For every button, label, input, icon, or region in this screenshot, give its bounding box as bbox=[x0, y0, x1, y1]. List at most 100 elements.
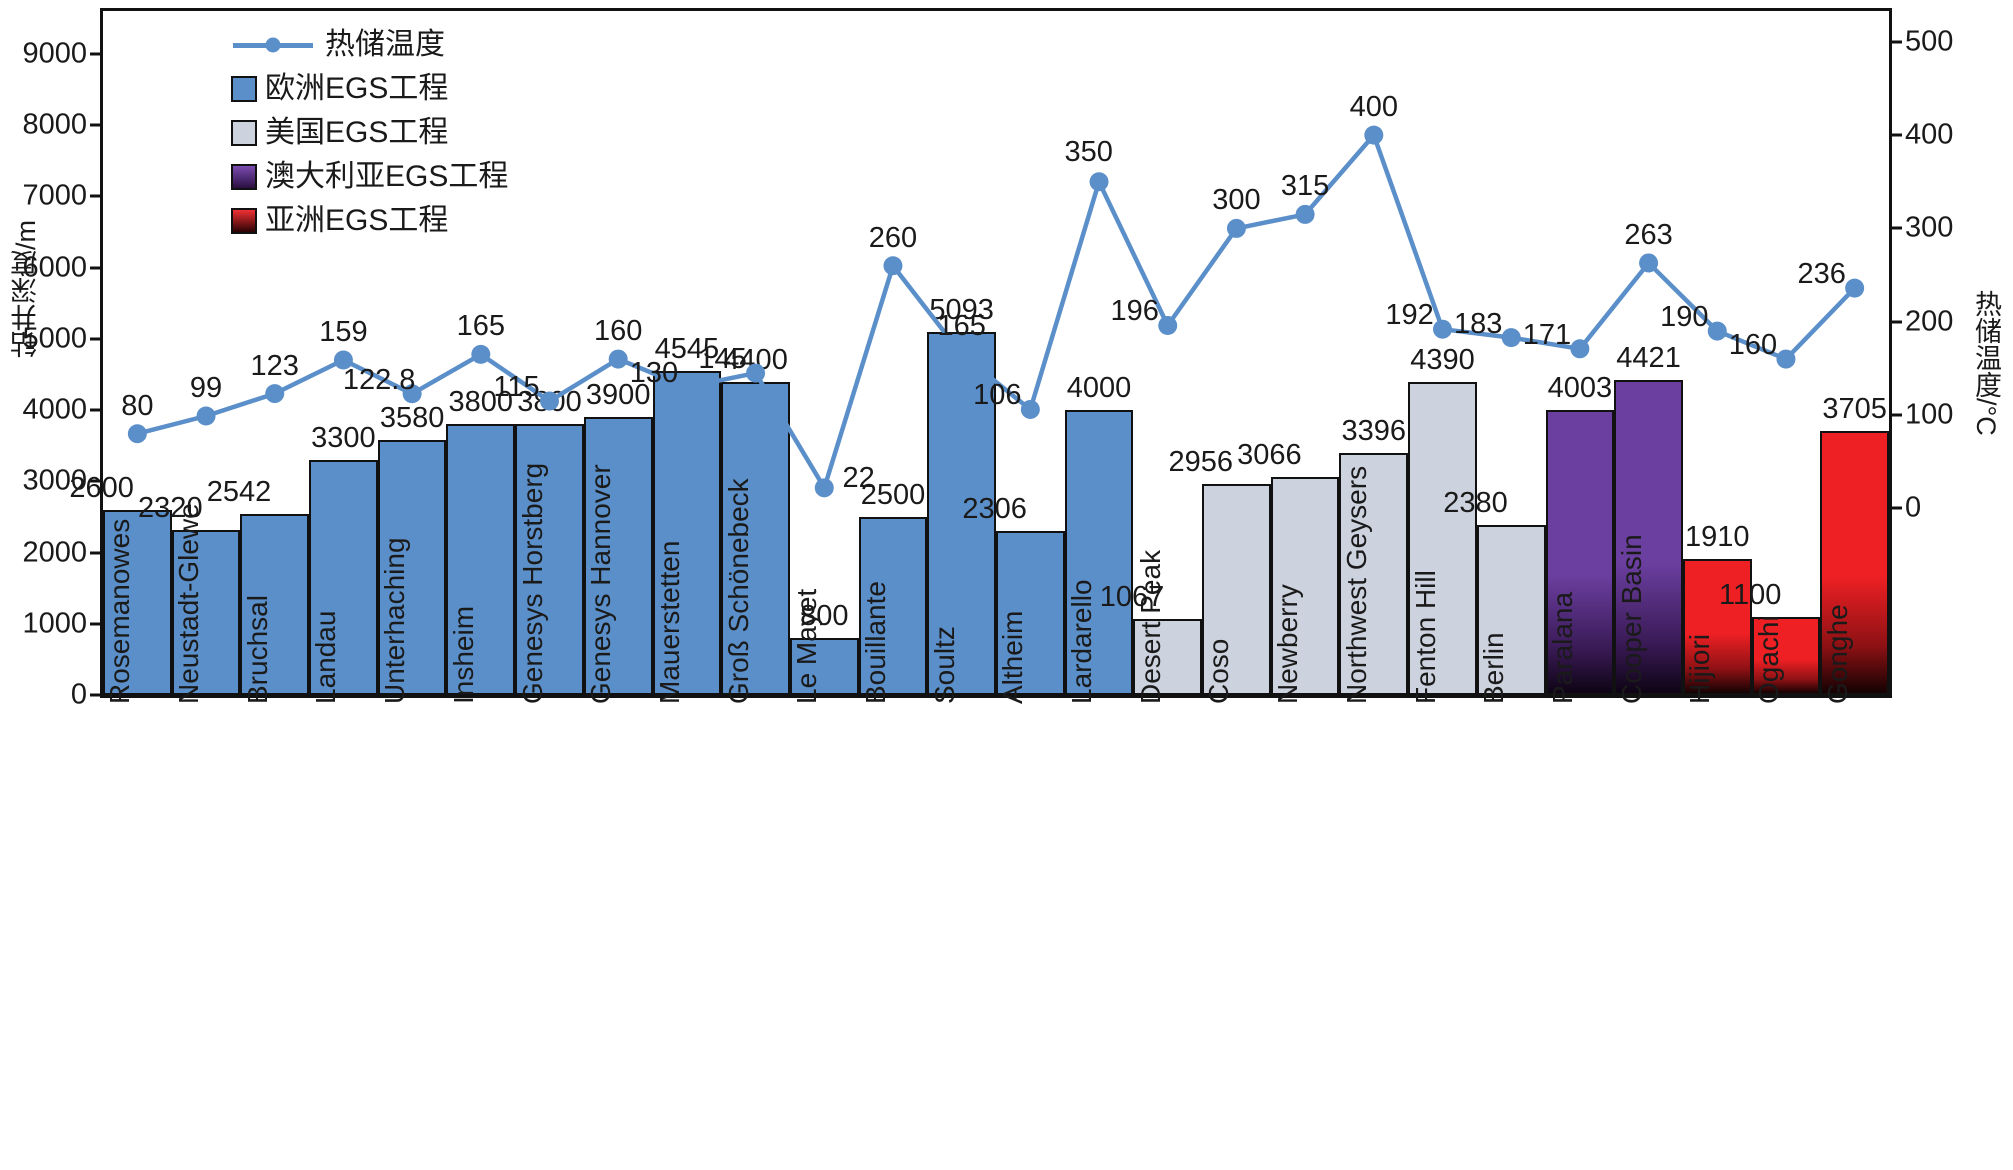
left-tick-label: 2000 bbox=[22, 536, 87, 568]
bar-hijiori[interactable] bbox=[1682, 558, 1752, 695]
right-tick-mark bbox=[1889, 506, 1902, 510]
left-tick-mark bbox=[90, 551, 103, 554]
temperature-point-coso[interactable] bbox=[1226, 218, 1246, 238]
bar-fenton-hill[interactable] bbox=[1408, 382, 1477, 695]
right-tick-label: 0 bbox=[1905, 491, 1922, 524]
bar-value-label: 4390 bbox=[1410, 344, 1475, 377]
bar-value-label: 2956 bbox=[1168, 446, 1233, 479]
bar-insheim[interactable] bbox=[446, 424, 516, 695]
legend-item-eu[interactable]: 欧洲EGS工程 bbox=[231, 69, 508, 109]
right-tick-mark bbox=[1889, 226, 1902, 230]
temperature-point-genesys-horstberg[interactable] bbox=[540, 391, 559, 411]
temperature-point-ogachi[interactable] bbox=[1776, 349, 1796, 369]
temperature-point-unterhaching[interactable] bbox=[402, 384, 422, 404]
bar-unterhaching[interactable] bbox=[377, 439, 447, 695]
temperature-point-gonghe[interactable] bbox=[1845, 278, 1865, 298]
left-tick-label: 0 bbox=[70, 678, 87, 711]
x-axis-label-coso: Coso bbox=[1203, 638, 1235, 704]
bar-lardarello[interactable] bbox=[1064, 410, 1134, 695]
bar-genesys-horstberg[interactable] bbox=[515, 424, 584, 695]
bar-altheim[interactable] bbox=[996, 530, 1065, 695]
temperature-point-newberry[interactable] bbox=[1295, 204, 1315, 224]
temperature-point-desert-peak[interactable] bbox=[1158, 315, 1178, 335]
temperature-point-genesys-hannover[interactable] bbox=[608, 349, 628, 369]
bar-value-label: 4000 bbox=[1066, 372, 1132, 404]
temperature-point-insheim[interactable] bbox=[471, 344, 491, 364]
temperature-value-label: 122.8 bbox=[342, 363, 416, 396]
legend-line-swatch bbox=[233, 42, 313, 48]
legend-item-au[interactable]: 澳大利亚EGS工程 bbox=[231, 157, 508, 197]
bar-value-label: 3705 bbox=[1822, 393, 1887, 426]
temperature-value-label: 183 bbox=[1454, 307, 1503, 340]
right-tick-mark bbox=[1889, 413, 1902, 417]
bar-newberry[interactable] bbox=[1270, 476, 1340, 695]
bar-soultz[interactable] bbox=[927, 332, 996, 695]
x-axis-label-le-mayet: Le Mayet bbox=[791, 588, 823, 704]
chart-legend: 热储温度欧洲EGS工程美国EGS工程澳大利亚EGS工程亚洲EGS工程 bbox=[231, 25, 508, 245]
right-tick-mark bbox=[1889, 133, 1902, 137]
temperature-point-soultz[interactable] bbox=[952, 344, 972, 364]
legend-label: 欧洲EGS工程 bbox=[265, 72, 449, 105]
x-axis-label-fenton-hill: Fenton Hill bbox=[1409, 570, 1441, 704]
temperature-point-cooper-basin[interactable] bbox=[1639, 253, 1659, 273]
bar-desert-peak[interactable] bbox=[1133, 618, 1203, 695]
x-axis-label-bruchsal: Bruchsal bbox=[241, 595, 273, 704]
temperature-value-label: 315 bbox=[1280, 170, 1330, 203]
temperature-value-label: 80 bbox=[121, 389, 154, 422]
temperature-point-bruchsal[interactable] bbox=[265, 384, 285, 404]
left-tick-mark bbox=[90, 408, 103, 412]
plot-area: 0 1000 2000 3000 4000 5000 6000 7000 8000 9000 0 1… bbox=[22, 8, 1953, 711]
temperature-point-mauerstetten[interactable] bbox=[677, 377, 697, 397]
temperature-point-berlin[interactable] bbox=[1501, 328, 1521, 348]
temperature-value-label: 236 bbox=[1797, 258, 1846, 291]
bar-genesys-hannover[interactable] bbox=[583, 417, 653, 695]
bar-le-mayet[interactable] bbox=[789, 638, 859, 695]
bar-mauerstetten[interactable] bbox=[652, 371, 722, 695]
legend-item-us[interactable]: 美国EGS工程 bbox=[231, 113, 508, 153]
bar-neustadt-glewe[interactable] bbox=[171, 529, 241, 695]
bar-gonghe[interactable] bbox=[1820, 431, 1889, 695]
temperature-value-label: 263 bbox=[1624, 218, 1673, 251]
temperature-point-lardarello[interactable] bbox=[1089, 172, 1109, 192]
temperature-point-hijiori[interactable] bbox=[1707, 321, 1727, 341]
legend-item-as[interactable]: 亚洲EGS工程 bbox=[231, 201, 508, 241]
bar-rosemanowes[interactable] bbox=[103, 509, 172, 695]
bar-value-label: 1910 bbox=[1685, 520, 1750, 553]
bar-value-label: 3396 bbox=[1341, 415, 1407, 448]
bar-coso[interactable] bbox=[1202, 484, 1271, 695]
legend-color-swatch bbox=[231, 164, 257, 190]
bar-bouillante[interactable] bbox=[858, 516, 928, 695]
temperature-value-label: 165 bbox=[937, 310, 986, 343]
temperature-value-label: 160 bbox=[1728, 329, 1778, 362]
left-tick-mark bbox=[90, 266, 103, 269]
temperature-point-altheim[interactable] bbox=[1020, 399, 1040, 419]
legend-label: 澳大利亚EGS工程 bbox=[265, 160, 509, 193]
temperature-point-northwest-geysers[interactable] bbox=[1364, 125, 1384, 145]
x-axis-label-genesys-horstberg: Genesys Horstberg bbox=[516, 462, 548, 704]
bar-value-label: 1100 bbox=[1719, 578, 1782, 611]
bar-ogachi[interactable] bbox=[1751, 616, 1821, 695]
bar-value-label: 2380 bbox=[1443, 487, 1508, 520]
left-tick-mark bbox=[90, 194, 103, 198]
x-axis-label-newberry: Newberry bbox=[1272, 584, 1304, 704]
bar-cooper-basin[interactable] bbox=[1614, 380, 1683, 695]
temperature-point-bouillante[interactable] bbox=[883, 256, 903, 276]
bar-value-label: 3580 bbox=[379, 401, 445, 434]
bar-paralana[interactable] bbox=[1545, 409, 1615, 695]
temperature-point-fenton-hill[interactable] bbox=[1433, 319, 1452, 339]
legend-item-line[interactable]: 热储温度 bbox=[231, 25, 508, 65]
temperature-point-paralana[interactable] bbox=[1570, 339, 1590, 359]
bar-landau[interactable] bbox=[309, 459, 378, 695]
bar-northwest-geysers[interactable] bbox=[1339, 453, 1409, 695]
bar-bruchsal[interactable] bbox=[240, 513, 310, 695]
temperature-value-label: 192 bbox=[1385, 299, 1434, 332]
temperature-point-groß-schönebeck[interactable] bbox=[746, 363, 766, 383]
temperature-point-le-mayet[interactable] bbox=[814, 478, 834, 498]
bar-groß-schönebeck[interactable] bbox=[721, 381, 790, 695]
x-axis-label-landau: Landau bbox=[310, 610, 342, 704]
temperature-point-rosemanowes[interactable] bbox=[127, 424, 147, 444]
x-axis-label-ogachi: Ogachi bbox=[1752, 615, 1784, 704]
temperature-point-landau[interactable] bbox=[333, 350, 353, 370]
bar-berlin[interactable] bbox=[1476, 525, 1546, 695]
temperature-point-neustadt-glewe[interactable] bbox=[196, 406, 216, 426]
